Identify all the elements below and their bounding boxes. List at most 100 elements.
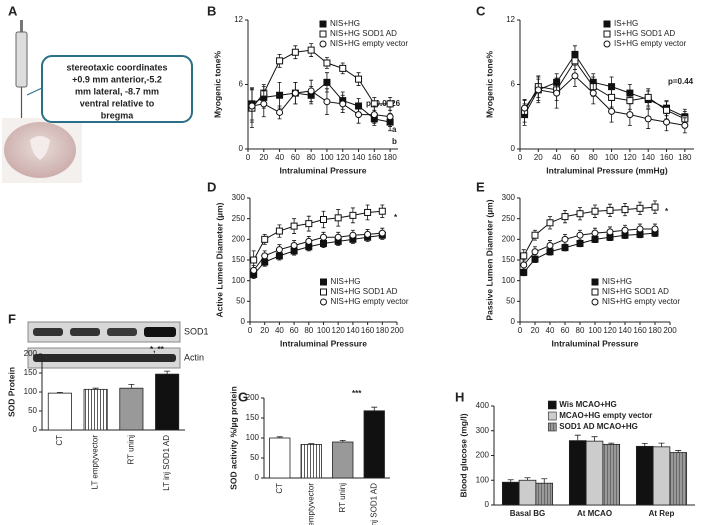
- x-tick-label: 180: [648, 326, 662, 335]
- y-tick-label: 0: [241, 317, 246, 326]
- marker: [606, 228, 614, 236]
- marker: [521, 104, 529, 112]
- panel-a: A stereotaxic coordinates +0.9 mm anteri…: [2, 3, 193, 183]
- y-tick-label: 300: [476, 426, 490, 435]
- y-tick-label: 200: [24, 349, 38, 358]
- legend-swatch: [547, 411, 557, 421]
- marker: [323, 98, 331, 106]
- error-bar: [675, 450, 682, 453]
- bar: [119, 387, 144, 431]
- marker: [644, 115, 652, 123]
- x-axis-label: Intraluminal Pressure (mmHg): [546, 165, 668, 175]
- annotation: *: [665, 207, 669, 216]
- x-tick-label: 180: [383, 153, 397, 162]
- annotation: *: [394, 213, 398, 222]
- y-tick-label: 200: [232, 234, 246, 243]
- marker: [561, 213, 569, 221]
- panel-label: G: [238, 389, 248, 404]
- x-tick-label: 0: [518, 153, 523, 162]
- legend-label: NIS+HG: [330, 19, 360, 28]
- x-tick-label: 80: [304, 326, 313, 335]
- legend-label: NIS+HG SOD1 AD: [331, 287, 398, 296]
- x-axis-label: Intraluminal Pressure: [280, 338, 367, 348]
- error-bar: [308, 443, 315, 445]
- marker: [576, 210, 584, 218]
- x-axis-label: Intraluminal Pressure: [552, 338, 639, 348]
- box-line: stereotaxic coordinates: [66, 62, 167, 72]
- x-tick-label: RT uninj: [338, 483, 347, 513]
- marker: [305, 237, 313, 245]
- bar: [501, 481, 520, 506]
- y-tick-label: 0: [485, 500, 490, 509]
- legend-label: IS+HG empty vector: [614, 39, 687, 48]
- bar: [518, 479, 537, 506]
- marker: [349, 231, 357, 239]
- x-tick-label: LT inj SOD1 AD: [369, 483, 378, 525]
- y-axis-label: Passive Lumen Diameter (µm): [484, 199, 494, 320]
- y-axis-label: Myogenic tone%: [484, 51, 494, 119]
- annotation: b: [392, 137, 397, 146]
- x-tick-label: 160: [633, 326, 647, 335]
- marker: [553, 89, 561, 97]
- x-tick-label: 60: [290, 326, 299, 335]
- x-tick-label: 20: [534, 153, 543, 162]
- marker: [349, 211, 357, 219]
- marker: [520, 252, 528, 260]
- legend-swatch: [547, 400, 557, 410]
- box-line: ventral relative to: [80, 98, 155, 108]
- legend-label: Wis MCAO+HG: [559, 400, 617, 409]
- marker: [531, 231, 539, 239]
- marker: [305, 220, 313, 228]
- marker: [608, 107, 616, 115]
- blot-band: [107, 328, 137, 336]
- marker: [364, 208, 372, 216]
- marker: [603, 40, 611, 48]
- legend-swatch: [547, 422, 557, 432]
- x-tick-label: 180: [376, 326, 390, 335]
- series-line: [251, 49, 391, 109]
- marker: [561, 244, 569, 252]
- x-tick-label: Basal BG: [510, 509, 546, 518]
- panel-label: E: [476, 179, 485, 194]
- panel-label: C: [476, 3, 486, 18]
- syringe-body: [15, 31, 28, 88]
- x-tick-label: 120: [332, 326, 346, 335]
- series-line: [251, 90, 391, 118]
- bar: [535, 482, 554, 506]
- marker: [681, 121, 689, 129]
- error-bar: [658, 442, 665, 447]
- marker: [364, 230, 372, 238]
- marker: [663, 118, 671, 126]
- y-tick-label: 200: [476, 451, 490, 460]
- x-tick-label: 180: [678, 153, 692, 162]
- series-line: [251, 81, 391, 123]
- y-tick-label: 250: [502, 214, 516, 223]
- marker: [546, 219, 554, 227]
- x-tick-label: 40: [546, 326, 555, 335]
- chart: C Myogenic tone% 0 6 12 p=0.44 Intraluminal Pr…: [476, 3, 694, 175]
- series-line: [524, 59, 686, 120]
- marker: [290, 222, 298, 230]
- marker: [386, 100, 394, 108]
- error-bar: [128, 384, 135, 389]
- marker: [644, 93, 652, 101]
- y-axis-label: Myogenic tone%: [212, 51, 222, 119]
- y-tick-label: 12: [234, 15, 243, 24]
- series-line: [524, 53, 686, 118]
- marker: [520, 261, 528, 269]
- marker: [576, 231, 584, 239]
- marker: [576, 239, 584, 247]
- marker: [276, 108, 284, 116]
- x-tick-label: 20: [260, 326, 269, 335]
- marker: [355, 75, 363, 83]
- series-line: [253, 234, 383, 275]
- y-tick-label: 300: [232, 193, 246, 202]
- marker: [621, 226, 629, 234]
- panel-label: B: [207, 3, 216, 18]
- syringe-plunger: [20, 20, 23, 32]
- y-tick-label: 150: [246, 413, 260, 422]
- marker: [663, 106, 671, 114]
- x-tick-label: 60: [291, 153, 300, 162]
